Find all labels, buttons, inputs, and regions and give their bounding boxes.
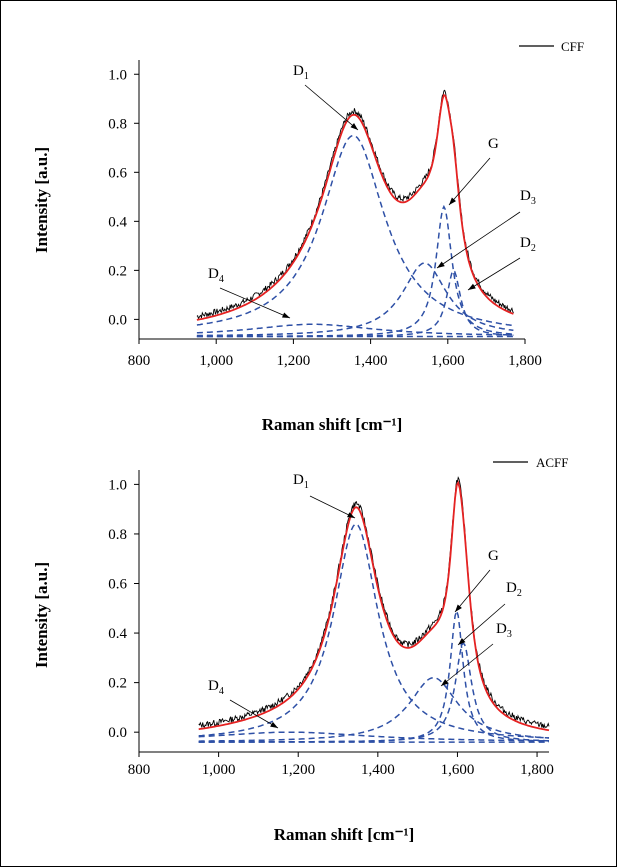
component-d1-curve: [198, 523, 550, 739]
peak-arrow-line: [467, 257, 521, 291]
peak-label-d4: D4: [208, 678, 224, 697]
peak-arrow-line: [309, 495, 356, 519]
chart-panel-2: 0.0 0.2 0.4 0.6 0.8 1.0 800 1,000 1,200 1,400 1,60…: [32, 455, 569, 844]
y-tick-label: 0.2: [108, 263, 127, 279]
y-tick-label: 0.0: [108, 312, 127, 328]
component-d3-curve: [198, 676, 550, 742]
peak-label-d1: D1: [293, 63, 309, 82]
peak-arrow-line: [436, 211, 521, 269]
component-d2-curve: [198, 641, 550, 743]
y-tick-label: 0.2: [108, 676, 127, 692]
fit-curve-line: [196, 93, 514, 321]
peak-arrow-head: [282, 312, 290, 318]
peak-label-d3: D3: [520, 188, 536, 207]
y-tick-label: 0.8: [108, 527, 127, 543]
peak-arrow-head: [350, 123, 358, 130]
peak-arrow-head: [455, 604, 462, 612]
peak-arrow-line: [457, 603, 506, 646]
peak-label-d4: D4: [208, 266, 224, 285]
peak-label-g: G: [488, 548, 499, 564]
y-tick-label: 0.4: [108, 214, 127, 230]
component-d2-curve: [196, 269, 514, 338]
component-d3-curve: [196, 262, 514, 337]
y-tick-label: 0.4: [108, 626, 127, 642]
component-g-curve: [196, 204, 514, 338]
peak-arrow-line: [219, 287, 291, 319]
measured-spectrum-line: [196, 89, 514, 320]
x-tick-label: 1,800: [520, 762, 554, 778]
x-tick-label: 1,200: [277, 353, 311, 369]
x-axis-label: Raman shift [cm⁻¹]: [262, 415, 403, 434]
measured-spectrum-line: [198, 476, 550, 729]
peak-arrow-line: [454, 569, 491, 613]
x-tick-label: 1,400: [361, 762, 395, 778]
x-tick-label: 1,000: [202, 762, 236, 778]
x-tick-label: 1,200: [281, 762, 315, 778]
y-axis-label: Intensity [a.u.]: [32, 562, 51, 668]
peak-arrow-head: [468, 283, 476, 290]
peak-arrow-head: [347, 512, 355, 518]
component-d1-curve: [196, 134, 514, 327]
peak-arrow-head: [437, 261, 445, 268]
y-tick-label: 0.6: [108, 165, 127, 181]
peak-arrow-line: [448, 157, 491, 206]
fit-curve-line: [198, 480, 550, 732]
y-tick-label: 0.8: [108, 116, 127, 132]
peak-label-d2: D2: [520, 235, 536, 254]
y-tick-label: 0.0: [108, 725, 127, 741]
component-d4-curve: [198, 731, 549, 742]
component-d4-curve: [196, 323, 514, 336]
x-tick-label: 1,600: [431, 353, 465, 369]
x-tick-label: 1,800: [508, 353, 542, 369]
y-tick-label: 1.0: [108, 67, 127, 83]
legend-label: ACFF: [536, 455, 569, 470]
x-tick-label: 1,600: [441, 762, 475, 778]
x-tick-label: 800: [128, 762, 151, 778]
x-tick-label: 1,400: [354, 353, 388, 369]
legend-label: CFF: [561, 39, 584, 54]
peak-arrow-head: [449, 197, 457, 205]
chart-panel-1: 0.0 0.2 0.4 0.6 0.8 1.0 800 1,000 1,200 1,400 1,60…: [32, 39, 584, 434]
peak-label-g: G: [488, 136, 499, 152]
peak-arrow-line: [304, 84, 359, 131]
y-tick-label: 0.6: [108, 577, 127, 593]
peak-arrow-head: [441, 679, 449, 686]
x-axis-label: Raman shift [cm⁻¹]: [274, 825, 415, 844]
x-tick-label: 1,000: [199, 353, 233, 369]
peak-label-d2: D2: [506, 580, 522, 599]
peak-label-d3: D3: [496, 621, 512, 640]
peak-label-d1: D1: [293, 472, 309, 491]
x-tick-label: 800: [128, 353, 151, 369]
peak-arrow-head: [270, 721, 278, 728]
y-axis-label: Intensity [a.u.]: [32, 147, 51, 253]
peak-arrow-head: [458, 637, 466, 645]
y-tick-label: 1.0: [108, 477, 127, 493]
peak-arrow-line: [229, 699, 279, 729]
peak-arrow-line: [440, 643, 494, 687]
